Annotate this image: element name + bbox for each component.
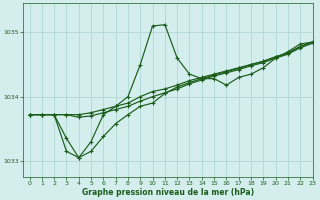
X-axis label: Graphe pression niveau de la mer (hPa): Graphe pression niveau de la mer (hPa) xyxy=(82,188,254,197)
